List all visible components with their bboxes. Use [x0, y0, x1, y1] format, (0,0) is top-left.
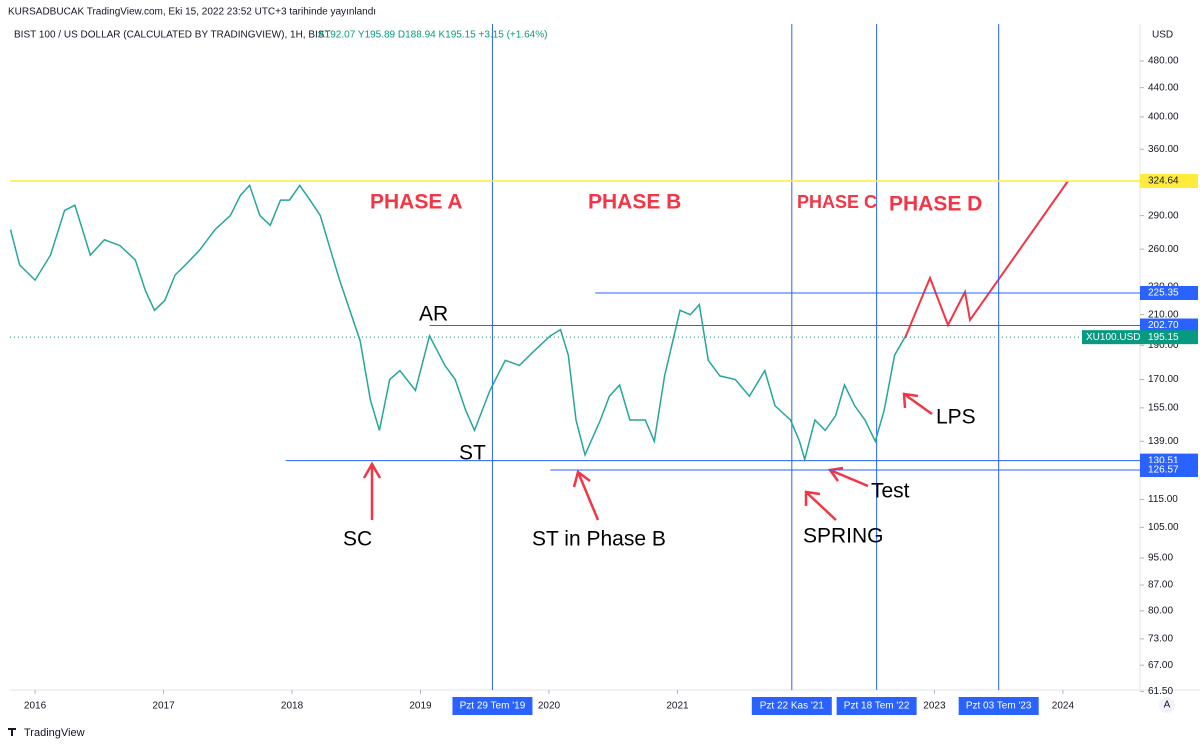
date-marker-label: Pzt 22 Kas '21 [760, 701, 825, 712]
y-tick-label: 260.00 [1148, 244, 1179, 255]
price-label: 202.70 [1148, 320, 1179, 331]
x-tick-label: 2024 [1052, 701, 1075, 712]
annotation: LPS [936, 406, 976, 429]
y-tick-label: 440.00 [1148, 82, 1179, 93]
ohlc: A192.07 Y195.89 D188.94 K195.15 +3.15 (+… [318, 30, 547, 41]
y-tick-label: 170.00 [1148, 374, 1179, 385]
date-marker-box [452, 697, 533, 715]
y-tick-label: 105.00 [1148, 522, 1179, 533]
annotation: PHASE A [370, 191, 463, 214]
last-price-name-box [1082, 330, 1140, 345]
x-tick-label: 2018 [281, 701, 304, 712]
y-tick-label: 360.00 [1148, 144, 1179, 155]
logo [8, 728, 16, 736]
publisher: KURSADBUCAK TradingView.com, Eki 15, 202… [8, 7, 376, 18]
x-tick-label: 2019 [409, 701, 432, 712]
x-tick-label: 2016 [24, 701, 47, 712]
annotation: AR [419, 303, 448, 326]
annotation: ST in Phase B [532, 528, 666, 551]
x-tick-label: 2023 [923, 701, 946, 712]
price-label-box [1140, 286, 1198, 301]
price-label: 126.57 [1148, 465, 1179, 476]
date-marker-box [836, 697, 917, 715]
y-tick-label: 95.00 [1148, 553, 1173, 564]
date-marker-box [958, 697, 1039, 715]
x-tick-label: 2021 [666, 701, 689, 712]
annotation: ST [459, 442, 486, 465]
y-tick-label: 115.00 [1148, 494, 1178, 505]
annotation: PHASE B [588, 191, 681, 214]
x-tick-label: 2017 [152, 701, 175, 712]
date-marker-label: Pzt 18 Tem '22 [844, 701, 910, 712]
annotation: PHASE C [797, 192, 877, 212]
date-marker-box [751, 697, 832, 715]
y-tick-label: 80.00 [1148, 605, 1173, 616]
x-tick-label: 2020 [538, 701, 561, 712]
date-marker-label: Pzt 29 Tem '19 [460, 701, 526, 712]
price-label: 130.51 [1148, 455, 1179, 466]
annotation: SPRING [803, 525, 884, 548]
price-label-box [1140, 318, 1198, 333]
y-tick-label: 67.00 [1148, 660, 1173, 671]
price-label-box [1140, 173, 1198, 188]
annotation: PHASE D [889, 193, 982, 216]
arrows [362, 392, 933, 521]
y-tick-label: 61.50 [1148, 686, 1173, 697]
price-line-series [9, 183, 906, 463]
symbol: BIST 100 / US DOLLAR (CALCULATED BY TRAD… [14, 30, 331, 41]
y-tick-label: 190.00 [1148, 340, 1179, 351]
price-label-box [1140, 463, 1198, 478]
y-tick-label: 480.00 [1148, 56, 1179, 67]
last-price-box [1140, 330, 1198, 345]
y-tick-label: 290.00 [1148, 210, 1179, 221]
y-tick-label: 87.00 [1148, 580, 1173, 591]
last-price-name: XU100.USD [1086, 332, 1140, 343]
date-marker-label: Pzt 03 Tem '23 [966, 701, 1032, 712]
currency: USD [1152, 30, 1173, 41]
price-label: 225.35 [1148, 288, 1179, 299]
y-tick-label: 155.00 [1148, 402, 1179, 413]
annotation: Test [871, 480, 910, 503]
y-tick-label: 400.00 [1148, 112, 1179, 123]
last-price-label: 195.15 [1148, 332, 1179, 343]
footer-brand: TradingView [24, 727, 85, 739]
projection [904, 180, 1069, 339]
auto-button-label[interactable]: A [1164, 700, 1171, 711]
annotation: SC [343, 528, 372, 551]
auto-button[interactable] [1159, 697, 1175, 713]
y-tick-label: 139.00 [1148, 436, 1179, 447]
price-label: 324.64 [1148, 176, 1179, 187]
y-tick-label: 73.00 [1148, 634, 1173, 645]
y-tick-label: 210.00 [1148, 309, 1179, 320]
